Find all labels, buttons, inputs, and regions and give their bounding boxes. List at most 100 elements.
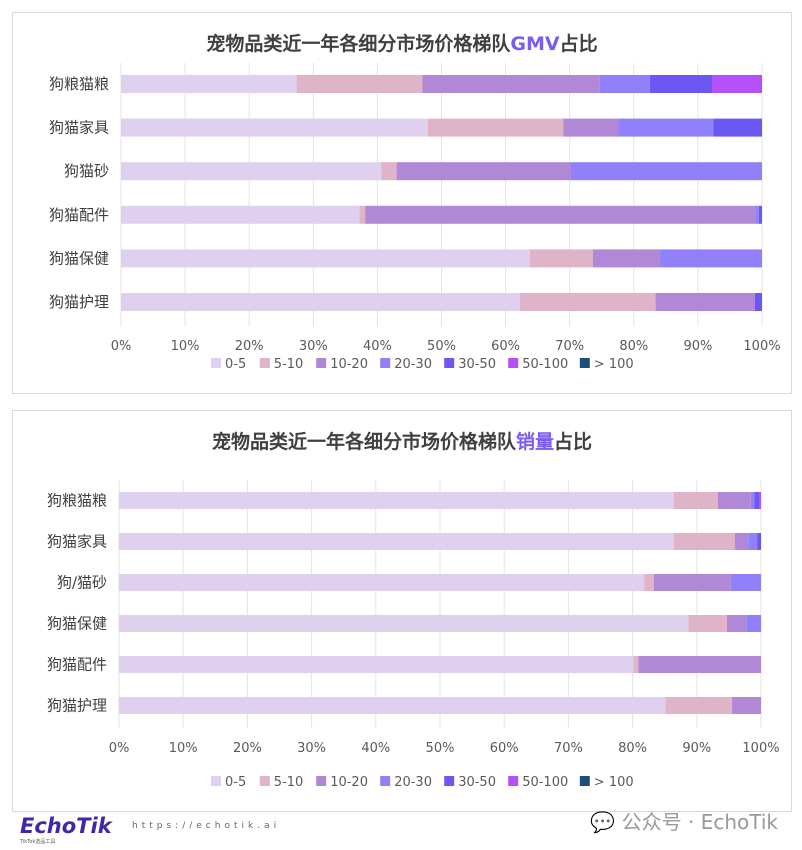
bar-segment-05 bbox=[119, 697, 666, 714]
bar-segment-510 bbox=[633, 656, 639, 673]
bar-segment-2030 bbox=[730, 574, 761, 591]
footer-url: https://echotik.ai bbox=[132, 821, 281, 831]
legend-swatch bbox=[380, 776, 391, 786]
legend-label: 5-10 bbox=[274, 775, 304, 790]
bar-segment-05 bbox=[119, 656, 634, 673]
category-label: 狗猫家具 bbox=[47, 533, 107, 551]
bar-segment-510 bbox=[644, 574, 654, 591]
category-label: 狗猫保健 bbox=[49, 249, 109, 267]
bar-segment-05 bbox=[119, 574, 645, 591]
legend-swatch bbox=[444, 776, 455, 786]
x-tick-label: 20% bbox=[235, 339, 264, 354]
bar-segment-3050 bbox=[649, 75, 713, 93]
legend-swatch bbox=[380, 358, 391, 368]
legend-swatch bbox=[579, 776, 590, 786]
legend-label: 10-20 bbox=[330, 775, 368, 790]
category-label: 狗猫保健 bbox=[47, 615, 107, 633]
category-label: 狗猫配件 bbox=[47, 656, 107, 674]
x-tick-label: 60% bbox=[490, 741, 519, 756]
legend-label: 5-10 bbox=[274, 357, 304, 372]
bar-segment-05 bbox=[121, 293, 520, 311]
watermark: 💬 公众号 · EchoTik bbox=[590, 810, 778, 834]
x-tick-label: 20% bbox=[233, 741, 262, 756]
bar-segment-1020 bbox=[638, 656, 761, 673]
chart-title: 宠物品类近一年各细分市场价格梯队销量占比 bbox=[211, 431, 593, 453]
gmv-chart-panel: 宠物品类近一年各细分市场价格梯队GMV占比 0% 10% 20% 30% 40% 50% 6… bbox=[12, 12, 792, 394]
category-label: 狗猫护理 bbox=[49, 293, 109, 311]
x-tick-label: 100% bbox=[742, 741, 779, 756]
bar-segment-1020 bbox=[732, 697, 761, 714]
bar-segment-05 bbox=[121, 205, 360, 224]
bar-segment-510 bbox=[381, 162, 397, 181]
bar-segment-3050 bbox=[754, 293, 762, 311]
bar-segment-05 bbox=[121, 75, 297, 93]
bar-segment-2030 bbox=[618, 118, 714, 137]
category-label: 狗猫护理 bbox=[47, 697, 107, 715]
x-tick-label: 100% bbox=[743, 339, 780, 354]
x-tick-label: 80% bbox=[619, 339, 648, 354]
bar-segment-2030 bbox=[599, 75, 650, 93]
bar-segment-510 bbox=[665, 697, 733, 714]
bar-segment-1020 bbox=[726, 615, 747, 632]
x-tick-label: 70% bbox=[555, 339, 584, 354]
sales-chart-svg: 0% 10% 20% 30% 40% 50% 60% 70% 80% 90% 100% 狗粮猫粮狗猫家… bbox=[47, 480, 780, 790]
bar-segment-510 bbox=[519, 293, 656, 311]
bar-segment-1020 bbox=[655, 293, 755, 311]
legend-swatch bbox=[508, 358, 519, 368]
category-label: 狗/猫砂 bbox=[57, 574, 107, 592]
legend-label: 10-20 bbox=[330, 357, 368, 372]
legend-swatch bbox=[211, 358, 221, 368]
category-label: 狗粮猫粮 bbox=[49, 75, 109, 93]
x-tick-label: 40% bbox=[363, 339, 392, 354]
legend-swatch bbox=[259, 776, 270, 786]
bar-segment-1020 bbox=[717, 492, 751, 509]
legend-swatch bbox=[316, 358, 327, 368]
legend-swatch bbox=[211, 776, 221, 786]
bar-segment-1020 bbox=[734, 533, 749, 550]
bar-segment-510 bbox=[673, 533, 735, 550]
legend-swatch bbox=[508, 776, 519, 786]
wechat-icon: 💬 bbox=[590, 810, 616, 834]
bar-segment-510 bbox=[673, 492, 718, 509]
bar-segment-2030 bbox=[748, 533, 758, 550]
echotik-logo: EchoTik bbox=[20, 814, 112, 838]
legend-label: 30-50 bbox=[458, 775, 496, 790]
bar-segment-05 bbox=[119, 492, 674, 509]
x-tick-label: 30% bbox=[297, 741, 326, 756]
bar-segment-2030 bbox=[570, 162, 762, 181]
bar-segment-05 bbox=[119, 533, 674, 550]
bar-segment-1020 bbox=[396, 162, 571, 181]
bar-segment-1020 bbox=[653, 574, 731, 591]
x-tick-label: 50% bbox=[426, 741, 455, 756]
x-tick-label: 10% bbox=[169, 741, 198, 756]
bar-segment-3050 bbox=[713, 118, 762, 137]
bar-segment-2030 bbox=[755, 205, 759, 224]
category-label: 狗猫配件 bbox=[49, 206, 109, 224]
legend-swatch bbox=[259, 358, 270, 368]
x-tick-label: 80% bbox=[618, 741, 647, 756]
legend-swatch bbox=[444, 358, 455, 368]
logo-subtitle: TikTok选品工具 bbox=[20, 839, 56, 845]
bar-segment-3050 bbox=[754, 492, 760, 509]
x-tick-label: 90% bbox=[682, 741, 711, 756]
bar-segment-05 bbox=[121, 249, 530, 268]
bar-segment-510 bbox=[688, 615, 727, 632]
legend-label: 0-5 bbox=[225, 357, 246, 372]
legend-label: 0-5 bbox=[225, 775, 246, 790]
x-tick-label: 0% bbox=[109, 741, 130, 756]
bar-segment-510 bbox=[529, 249, 593, 268]
x-tick-label: 30% bbox=[299, 339, 328, 354]
bar-segment-1020 bbox=[365, 205, 756, 224]
bar-segment-1020 bbox=[592, 249, 661, 268]
legend-label: 20-30 bbox=[394, 357, 432, 372]
x-tick-label: 0% bbox=[111, 339, 132, 354]
bar-segment-50100 bbox=[712, 75, 762, 93]
category-label: 狗粮猫粮 bbox=[47, 492, 107, 510]
bar-segment-3050 bbox=[757, 533, 761, 550]
x-tick-label: 60% bbox=[491, 339, 520, 354]
bar-segment-05 bbox=[119, 615, 689, 632]
category-label: 狗猫砂 bbox=[64, 162, 109, 180]
x-tick-label: 70% bbox=[554, 741, 583, 756]
bar-segment-3050 bbox=[758, 205, 762, 224]
bar-segment-05 bbox=[121, 162, 382, 181]
